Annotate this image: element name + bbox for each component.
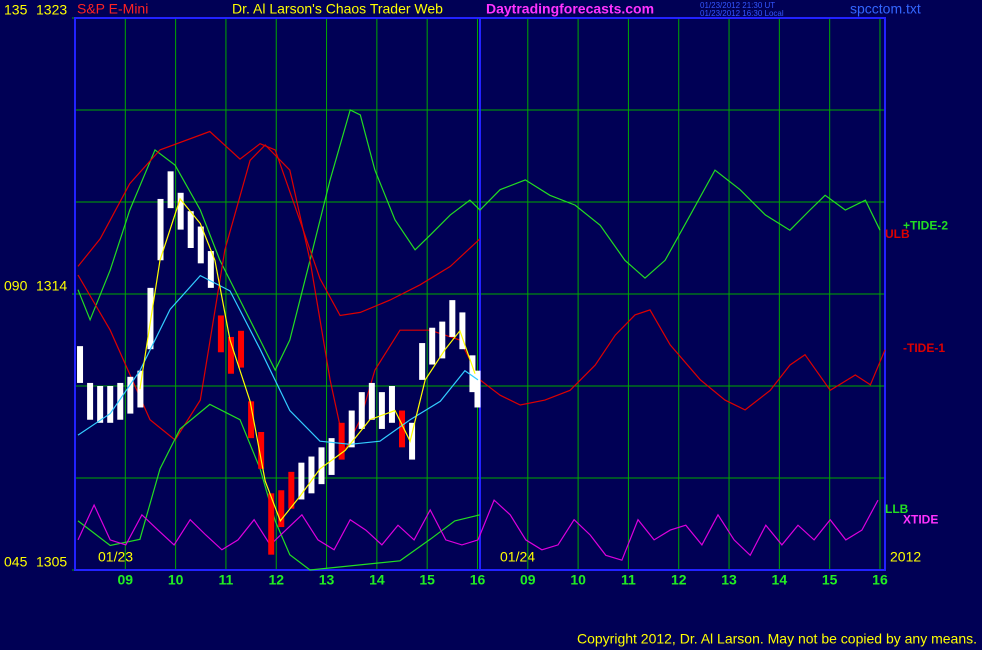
y2-tick-label: 045 [4,554,28,570]
time-local: 01/23/2012 16:30 Local [700,9,784,18]
price-bar [207,251,214,288]
series-line [77,499,879,561]
price-bar [469,355,476,393]
x-tick-label: 09 [118,572,134,588]
x-tick-label: 15 [419,572,435,588]
x-tick-label: 11 [621,572,636,588]
y-tick-label: 1305 [36,554,67,570]
date-label: 01/23 [98,549,133,565]
price-bar [439,321,446,359]
price-bar [288,471,295,509]
price-bar [409,422,416,460]
y2-tick-label: 135 [4,2,28,18]
price-bar [449,300,456,337]
price-bar [238,330,245,368]
price-bar [388,386,395,423]
y-tick-label: 1323 [36,2,67,18]
price-bar [197,226,204,264]
series-line [77,130,481,317]
price-bar [97,386,104,423]
price-bar [217,315,224,353]
price-bar [298,462,305,500]
price-bar [258,432,265,469]
price-bar [278,490,285,528]
series-line [77,274,479,445]
price-bar [268,493,275,555]
x-tick-label: 16 [470,572,486,588]
x-tick-label: 14 [369,572,385,588]
price-bar [474,370,481,408]
time-ut: 01/23/2012 21:30 UT [700,1,775,10]
price-bar [348,410,355,448]
x-tick-label: 16 [872,572,888,588]
price-bar [227,336,234,374]
price-bar [318,447,325,485]
date-label: 01/24 [500,549,535,565]
copyright: Copyright 2012, Dr. Al Larson. May not b… [577,631,977,647]
price-bar [358,392,365,429]
price-bar [419,343,426,380]
price-bar [117,382,124,420]
price-bar [308,456,315,494]
date-label: 2012 [890,549,921,565]
x-tick-label: 10 [168,572,184,588]
product: S&P E-Mini [77,1,148,17]
y2-tick-label: 090 [4,278,28,294]
x-tick-label: 11 [219,572,234,588]
price-bar [87,382,94,420]
series-line [139,197,476,523]
x-tick-label: 14 [772,572,788,588]
x-tick-label: 10 [570,572,586,588]
series-label: LLB [885,502,909,516]
file-name: spcctom.txt [850,1,921,17]
price-bar [157,198,164,261]
series-label: +TIDE-2 [903,218,948,232]
series-label: XTIDE [903,512,938,526]
x-tick-label: 15 [822,572,838,588]
chart-title: Dr. Al Larson's Chaos Trader Web [232,1,443,17]
price-bar [399,410,406,448]
series-label: ULB [885,227,910,241]
price-bar [187,211,194,248]
x-tick-label: 13 [721,572,737,588]
price-bar [429,327,436,365]
price-bar [248,401,255,439]
series-label: -TIDE-1 [903,341,945,355]
price-bar [368,382,375,420]
x-tick-label: 12 [671,572,687,588]
price-bar [338,422,345,460]
price-bar [328,438,335,475]
series-line [77,144,886,452]
price-bar [107,386,114,423]
series-line [77,109,881,372]
x-tick-label: 12 [268,572,284,588]
price-bar [378,392,385,429]
x-tick-label: 09 [520,572,536,588]
price-bar [167,171,174,209]
price-bar [77,346,84,383]
price-bar [177,192,184,230]
price-bar [127,376,134,414]
price-bar [459,312,466,350]
site: Daytradingforecasts.com [486,1,654,17]
y-tick-label: 1314 [36,278,67,294]
x-tick-label: 13 [319,572,335,588]
